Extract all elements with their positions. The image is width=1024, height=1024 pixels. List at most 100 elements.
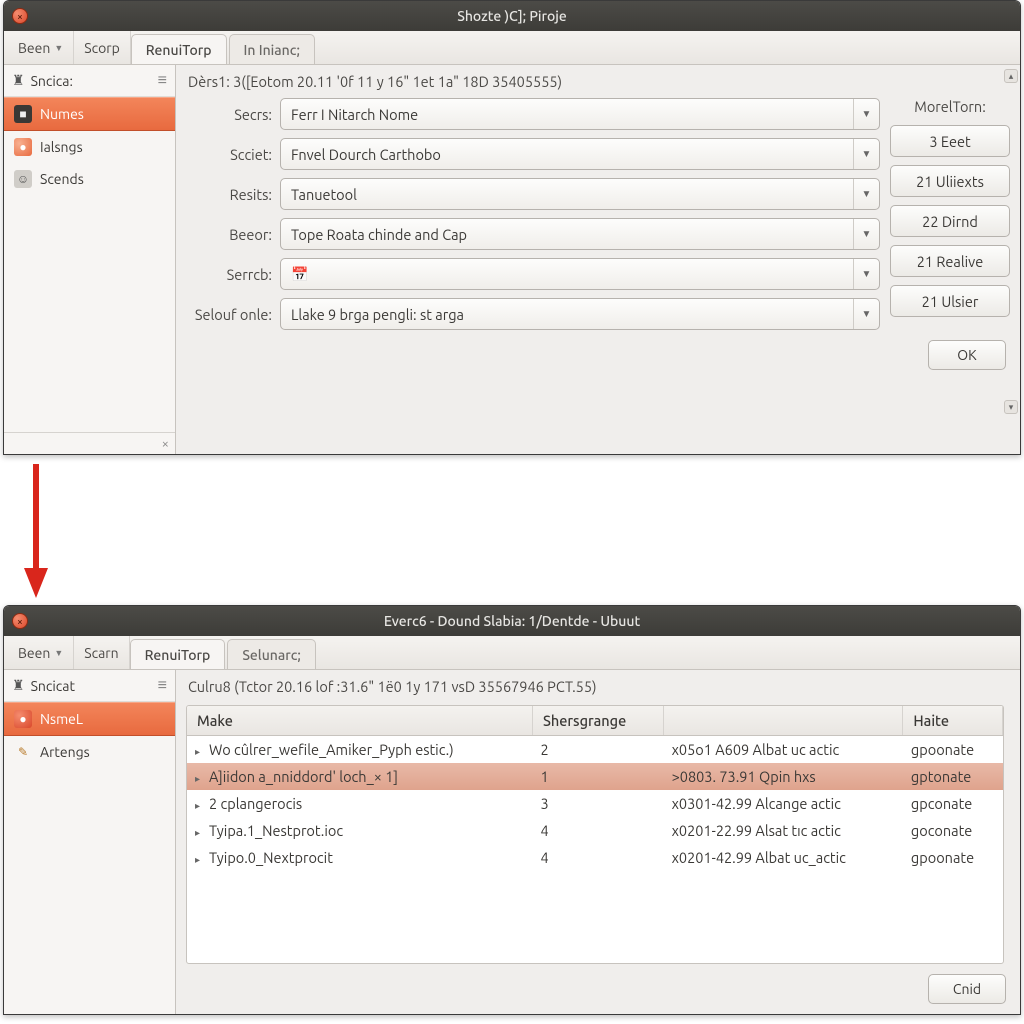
col-header[interactable]	[664, 706, 903, 736]
combo-secrs[interactable]: Ferr I Nitarch Nome ▼	[280, 98, 880, 130]
toolbar-btn-label: Scarn	[84, 645, 118, 661]
results-table: MakeShersgrange Haite ▸Wo cûlrer_wefile_A…	[186, 705, 1004, 964]
close-icon[interactable]: ×	[12, 8, 28, 24]
combo-value: Ferr I Nitarch Nome	[291, 106, 418, 123]
side-button[interactable]: 22 Dirnd	[890, 205, 1010, 237]
castle-icon: ♜	[12, 72, 25, 89]
status-line: Culru8 (Tctor 20.16 lof :31.6" 1ë0 1y 17…	[176, 670, 1020, 701]
side-button[interactable]: 21 Ulsier	[890, 285, 1010, 317]
expand-icon[interactable]: ▸	[195, 773, 205, 785]
expand-icon[interactable]: ▸	[195, 854, 205, 866]
form-row: Beeor: Tope Roata chinde and Cap ▼	[186, 218, 880, 250]
close-icon[interactable]: ×	[12, 613, 28, 629]
close-panel-icon[interactable]: ×	[162, 437, 169, 451]
cell-make: ▸Wo cûlrer_wefile_Amiker_Pyph estic.)	[187, 736, 532, 764]
sidebar-item-artengs[interactable]: ✎Artengs	[4, 736, 175, 768]
chevron-down-icon: ▼	[853, 179, 879, 209]
chevron-down-icon: ▼	[853, 219, 879, 249]
expand-icon[interactable]: ▸	[195, 800, 205, 812]
sidebar-item-label: Scends	[40, 171, 84, 187]
table-row[interactable]: ▸Tyipo.0_Nextprocit4x0201-42.99 Albat uc…	[187, 844, 1003, 871]
form-row: Selouf onle: Llake 9 brga pengli: st arga…	[186, 298, 880, 330]
sidebar: ♜ Sncicat ≡ ●NsmeL✎Artengs	[4, 670, 176, 1014]
chevron-down-icon: ▼	[853, 259, 879, 289]
combo-scciet[interactable]: Fnvel Dourch Carthobo▼	[280, 138, 880, 170]
combo-value: Tanuetool	[291, 186, 357, 203]
table-row[interactable]: ▸A]iidon a_nniddord' loch_× 1]1>0803. 73…	[187, 763, 1003, 790]
toolbar-btn-scorp[interactable]: Scorp	[74, 31, 131, 64]
side-header: MorelTorn:	[890, 98, 1010, 117]
tab-inactive[interactable]: Selunarc;	[227, 639, 316, 669]
sidebar-item-nsmel[interactable]: ●NsmeL	[4, 702, 175, 736]
cell-count: 4	[532, 817, 663, 844]
toolbar: Been ▼ Scarn RenuiTorp Selunarc;	[4, 636, 1020, 670]
scroll-down-icon[interactable]: ▾	[1004, 400, 1018, 414]
chevron-down-icon: ▼	[54, 43, 63, 53]
side-button[interactable]: 21 Uliiexts	[890, 165, 1010, 197]
window-settings: × Shozte )C]; Piroje Been ▼ Scorp RenuiT…	[3, 0, 1021, 455]
combo-seloufonle[interactable]: Llake 9 brga pengli: st arga▼	[280, 298, 880, 330]
sidebar-item-numes[interactable]: ■Numes	[4, 97, 175, 131]
sidebar-footer: ×	[4, 432, 175, 454]
toolbar-btn-scarn[interactable]: Scarn	[74, 636, 129, 669]
orange-icon: ●	[14, 138, 32, 156]
side-button[interactable]: 3 Eeet	[890, 125, 1010, 157]
tab-active[interactable]: RenuiTorp	[130, 639, 226, 669]
combo-value: Tope Roata chinde and Cap	[291, 226, 467, 243]
toolbar-btn-label: Been	[18, 40, 50, 56]
form-row: Scciet:Fnvel Dourch Carthobo▼	[186, 138, 880, 170]
menu-icon[interactable]: ≡	[158, 676, 167, 695]
toolbar-btn-been[interactable]: Been ▼	[8, 636, 74, 669]
scrollbar[interactable]: ▴ ▾	[1004, 69, 1018, 414]
expand-icon[interactable]: ▸	[195, 746, 205, 758]
field-label: Secrs:	[186, 106, 272, 123]
chevron-down-icon: ▼	[54, 648, 63, 658]
table-row[interactable]: ▸Tyipa.1_Nestprot.ioc4x0201-22.99 Alsat …	[187, 817, 1003, 844]
form-row: Secrs: Ferr I Nitarch Nome ▼	[186, 98, 880, 130]
combo-value: Fnvel Dourch Carthobo	[291, 146, 441, 163]
col-header[interactable]: Haite	[903, 706, 1003, 736]
combo-serrcb[interactable]: 📅▼	[280, 258, 880, 290]
chevron-down-icon: ▼	[853, 99, 879, 129]
sidebar-item-scends[interactable]: ☺Scends	[4, 163, 175, 195]
combo-resits[interactable]: Tanuetool ▼	[280, 178, 880, 210]
window-title: Shozte )C]; Piroje	[38, 8, 986, 24]
table-row[interactable]: ▸2 cplangerocis3x0301-42.99 Alcange acti…	[187, 790, 1003, 817]
castle-icon: ♜	[12, 677, 25, 694]
menu-icon[interactable]: ≡	[158, 71, 167, 90]
expand-icon[interactable]: ▸	[195, 827, 205, 839]
tab-active[interactable]: RenuiTorp	[131, 34, 227, 64]
combo-beeor[interactable]: Tope Roata chinde and Cap ▼	[280, 218, 880, 250]
toolbar-btn-been[interactable]: Been ▼	[8, 31, 74, 64]
tab-inactive[interactable]: In Inianc;	[229, 34, 315, 64]
field-label: Selouf onle:	[186, 306, 272, 323]
field-label: Serrcb:	[186, 266, 272, 283]
ok-label: OK	[957, 347, 976, 363]
cell-range: x0201-42.99 Albat uc_actic	[664, 844, 903, 871]
cell-haite: goconate	[903, 817, 1003, 844]
sidebar-header-label: Sncica:	[31, 73, 73, 89]
red-icon: ●	[14, 710, 32, 728]
sidebar-header: ♜ Sncicat ≡	[4, 670, 175, 702]
toolbar-btn-label: Been	[18, 645, 50, 661]
cnid-button[interactable]: Cnid	[928, 974, 1006, 1004]
table-row[interactable]: ▸Wo cûlrer_wefile_Amiker_Pyph estic.)2x0…	[187, 736, 1003, 764]
cell-make: ▸Tyipa.1_Nestprot.ioc	[187, 817, 532, 844]
col-header[interactable]: Shersgrange	[532, 706, 663, 736]
side-button[interactable]: 21 Realive	[890, 245, 1010, 277]
cell-count: 2	[532, 736, 663, 764]
cell-count: 3	[532, 790, 663, 817]
flow-arrow	[3, 455, 1024, 605]
cell-make: ▸Tyipo.0_Nextprocit	[187, 844, 532, 871]
cell-haite: gpoonate	[903, 844, 1003, 871]
cell-range: x0301-42.99 Alcange actic	[664, 790, 903, 817]
sidebar-item-ialsngs[interactable]: ●Ialsngs	[4, 131, 175, 163]
col-header[interactable]: Make	[187, 706, 532, 736]
tab-label: RenuiTorp	[145, 647, 211, 663]
form-row: Serrcb: 📅▼	[186, 258, 880, 290]
main-panel: Culru8 (Tctor 20.16 lof :31.6" 1ë0 1y 17…	[176, 670, 1020, 1014]
field-label: Beeor:	[186, 226, 272, 243]
sidebar: ♜ Sncica: ≡ ■Numes●Ialsngs☺Scends ×	[4, 65, 176, 454]
ok-button[interactable]: OK	[928, 340, 1006, 370]
scroll-up-icon[interactable]: ▴	[1004, 69, 1018, 83]
